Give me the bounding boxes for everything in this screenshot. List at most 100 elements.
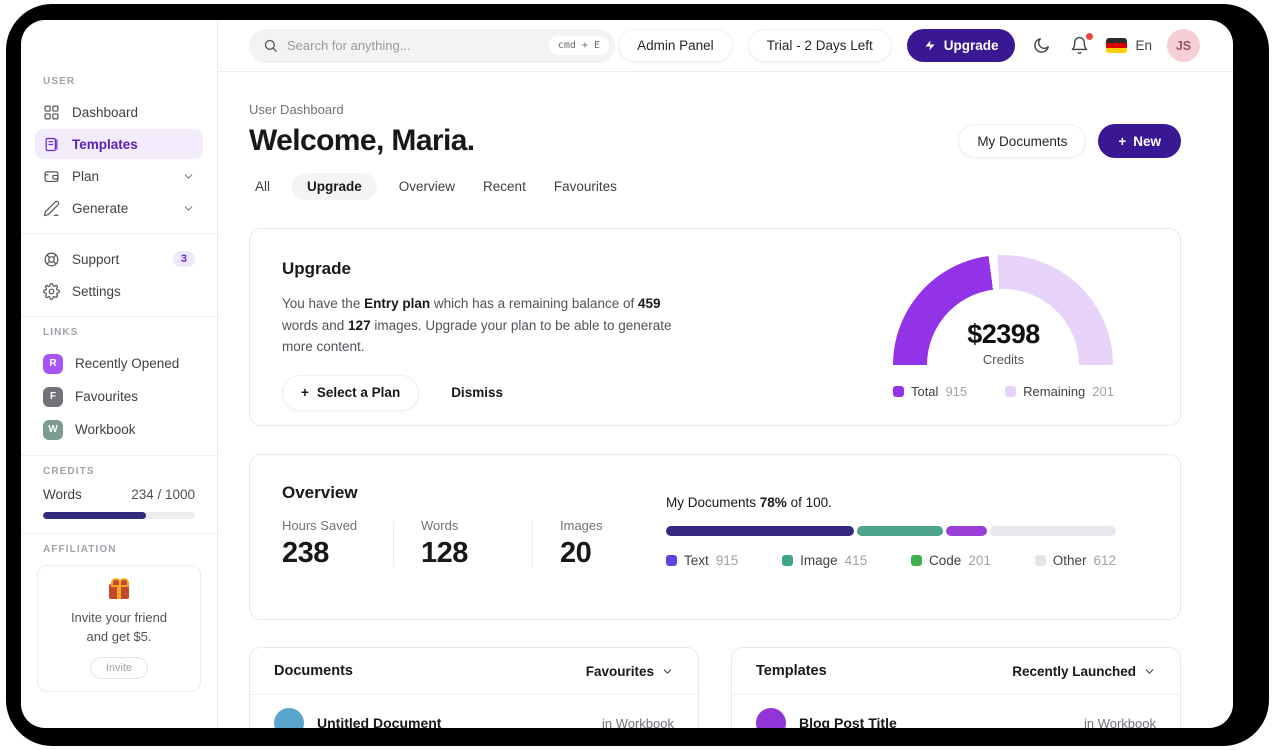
tab-upgrade[interactable]: Upgrade: [292, 173, 377, 200]
legend-item-text: Text 915: [666, 553, 738, 568]
sidebar-item-label: Dashboard: [72, 104, 139, 120]
overview-stats: Hours Saved 238 Words 128 Images 20: [282, 518, 1148, 570]
usage-legend: Text 915 Image 415 Code 20: [666, 553, 1116, 568]
page-title: Welcome, Maria.: [249, 124, 475, 157]
sidebar: USER Dashboard Templates Plan Generate: [21, 20, 218, 728]
link-initial-badge: F: [43, 386, 63, 407]
sidebar-item-plan[interactable]: Plan: [35, 161, 203, 191]
language-selector[interactable]: En: [1106, 38, 1152, 53]
device-frame: USER Dashboard Templates Plan Generate: [6, 4, 1269, 746]
new-button-label: New: [1133, 133, 1161, 149]
sidebar-item-templates[interactable]: Templates: [35, 129, 203, 159]
template-list-item[interactable]: Blog Post Title in Workbook: [732, 695, 1180, 728]
sidebar-item-generate[interactable]: Generate: [35, 193, 203, 223]
plus-icon: +: [1118, 133, 1127, 149]
search-input[interactable]: [287, 38, 540, 53]
document-avatar: [274, 708, 304, 728]
admin-panel-button[interactable]: Admin Panel: [618, 29, 733, 62]
legend-swatch: [782, 555, 794, 566]
credits-gauge-legend: Total 915 Remaining 201: [892, 384, 1114, 399]
credits-row: Words 234 / 1000: [35, 487, 203, 502]
trial-button[interactable]: Trial - 2 Days Left: [747, 29, 892, 62]
legend-swatch: [911, 555, 923, 566]
bottom-cards-row: Documents Favourites Untitled Document i…: [249, 647, 1181, 728]
credits-gauge: $2398 Credits Total 915: [892, 255, 1114, 399]
template-title: Blog Post Title: [799, 715, 897, 728]
credits-value: 234 / 1000: [131, 487, 195, 502]
sidebar-link-favourites[interactable]: F Favourites: [35, 381, 203, 412]
document-list-item[interactable]: Untitled Document in Workbook: [250, 695, 698, 728]
sidebar-section-links: LINKS: [43, 327, 79, 338]
lifebuoy-icon: [44, 252, 59, 266]
tab-favourites[interactable]: Favourites: [548, 173, 623, 200]
documents-card-header: Documents Favourites: [250, 648, 698, 695]
template-avatar: [756, 708, 786, 728]
sidebar-link-workbook[interactable]: W Workbook: [35, 414, 203, 445]
chevron-down-icon: [184, 173, 193, 179]
app-window: USER Dashboard Templates Plan Generate: [21, 20, 1233, 728]
tab-all[interactable]: All: [249, 173, 276, 200]
credits-progress-fill: [43, 512, 147, 519]
breadcrumb: User Dashboard: [249, 102, 344, 117]
chevron-down-icon: [663, 668, 672, 674]
documents-filter-label: Favourites: [585, 663, 654, 679]
invite-button[interactable]: Invite: [89, 656, 149, 679]
upgrade-card-body: You have the Entry plan which has a rema…: [282, 296, 672, 355]
notifications-button[interactable]: [1068, 33, 1094, 57]
credits-progress-bar: [43, 512, 195, 519]
chevron-down-icon: [1145, 668, 1154, 674]
tab-recent[interactable]: Recent: [477, 173, 532, 200]
sidebar-item-support[interactable]: Support 3: [35, 244, 203, 274]
upgrade-button-label: Upgrade: [943, 38, 999, 53]
sidebar-link-recently-opened[interactable]: R Recently Opened: [35, 348, 203, 379]
sidebar-item-label: Support: [72, 251, 120, 267]
affiliation-text: Invite your friend and get $5.: [46, 609, 192, 647]
tab-overview[interactable]: Overview: [393, 173, 461, 200]
new-button[interactable]: + New: [1098, 124, 1181, 158]
search-bar[interactable]: cmd + E: [249, 28, 615, 63]
title-actions: My Documents + New: [958, 124, 1181, 158]
grid-icon: [44, 105, 59, 119]
upgrade-card-title: Upgrade: [282, 259, 351, 278]
stat-words: Words 128: [421, 518, 468, 569]
sidebar-divider: [21, 316, 217, 317]
user-avatar[interactable]: JS: [1167, 29, 1200, 62]
sidebar-divider: [21, 233, 217, 234]
stat-divider: [393, 521, 394, 567]
credits-gauge-arc: [893, 255, 1114, 367]
german-flag-icon: [1106, 38, 1128, 53]
usage-bar-segment-text: [666, 526, 855, 536]
dismiss-button[interactable]: Dismiss: [451, 385, 503, 401]
usage-bar-segment-other: [990, 526, 1116, 536]
documents-filter-dropdown[interactable]: Favourites: [586, 664, 674, 679]
document-location: in Workbook: [601, 715, 674, 729]
legend-item-total: Total 915: [892, 384, 967, 399]
credits-label: Words: [43, 487, 82, 502]
search-icon: [264, 39, 277, 52]
upgrade-card: Upgrade You have the Entry plan which ha…: [249, 228, 1181, 426]
usage-block: My Documents 78% of 100. Text 915 Image: [666, 495, 1116, 568]
language-label: En: [1135, 38, 1152, 53]
legend-item-other: Other 612: [1034, 553, 1116, 568]
sidebar-link-label: Workbook: [75, 422, 136, 437]
my-documents-button[interactable]: My Documents: [958, 124, 1087, 158]
sidebar-link-label: Favourites: [75, 389, 139, 404]
documents-card: Documents Favourites Untitled Document i…: [249, 647, 699, 728]
stat-divider: [532, 521, 533, 567]
legend-swatch: [666, 555, 677, 566]
sidebar-item-settings[interactable]: Settings: [35, 276, 203, 306]
bell-icon: [1072, 36, 1088, 55]
overview-card-title: Overview: [282, 483, 358, 502]
affiliation-card: Invite your friend and get $5. Invite: [37, 565, 201, 692]
templates-filter-dropdown[interactable]: Recently Launched: [1012, 664, 1156, 679]
legend-item-code: Code 201: [911, 553, 991, 568]
chevron-down-icon: [184, 205, 193, 211]
upgrade-button[interactable]: Upgrade: [906, 29, 1016, 62]
dark-mode-toggle[interactable]: [1030, 34, 1053, 57]
title-row: Welcome, Maria. My Documents + New: [249, 124, 1181, 158]
select-plan-button[interactable]: + Select a Plan: [282, 374, 420, 411]
page-content: User Dashboard Welcome, Maria. My Docume…: [218, 72, 1233, 728]
usage-label: My Documents 78% of 100.: [666, 495, 832, 510]
sidebar-divider: [21, 455, 217, 456]
sidebar-item-dashboard[interactable]: Dashboard: [35, 97, 203, 127]
